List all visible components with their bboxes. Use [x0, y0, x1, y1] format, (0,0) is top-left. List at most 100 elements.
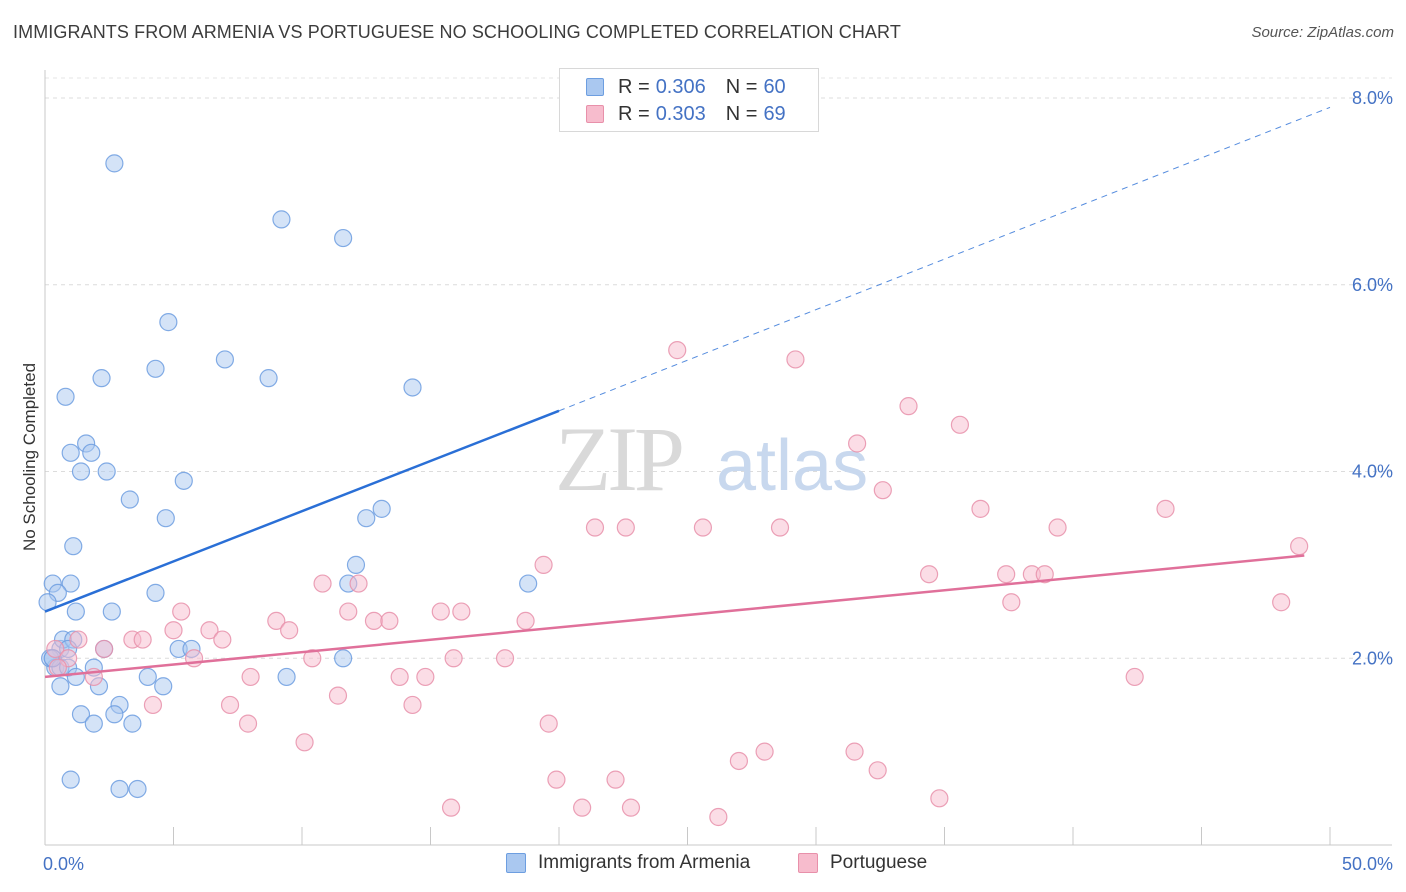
point-armenia — [123, 714, 142, 733]
y-tick-label: 4.0% — [1352, 462, 1393, 482]
point-portuguese — [668, 341, 687, 360]
point-armenia — [334, 228, 353, 248]
point-portuguese — [1272, 593, 1291, 612]
point-portuguese — [1002, 593, 1021, 612]
point-portuguese — [46, 639, 65, 659]
point-portuguese — [1290, 537, 1309, 556]
series-portuguese — [46, 341, 1309, 827]
point-armenia — [120, 490, 139, 509]
legend-swatch-armenia — [506, 853, 526, 873]
legend-r-value: 0.303 — [655, 102, 706, 125]
point-portuguese — [950, 415, 970, 434]
legend-item-portuguese: Portuguese — [798, 852, 927, 874]
point-armenia — [215, 350, 234, 369]
point-portuguese — [873, 481, 892, 500]
point-armenia — [66, 602, 85, 621]
point-portuguese — [164, 621, 183, 640]
legend-n-value: 69 — [763, 102, 786, 125]
point-portuguese — [200, 621, 219, 640]
point-armenia — [71, 462, 91, 481]
point-armenia — [259, 369, 278, 388]
legend-r-label: R = — [618, 102, 650, 125]
point-portuguese — [133, 630, 152, 649]
legend-item-armenia: Immigrants from Armenia — [506, 852, 750, 874]
y-tick-label: 8.0% — [1352, 88, 1393, 108]
point-portuguese — [339, 602, 358, 621]
point-armenia — [519, 574, 538, 593]
point-portuguese — [729, 751, 749, 771]
watermark-zip: ZIP — [555, 408, 682, 510]
point-portuguese — [585, 518, 605, 537]
point-armenia — [146, 583, 165, 602]
axes — [44, 70, 1392, 846]
point-armenia — [66, 667, 85, 687]
series-armenia — [38, 154, 538, 799]
legend-swatch-armenia — [586, 78, 604, 96]
point-portuguese — [328, 686, 348, 705]
legend-n-label: N = — [725, 75, 758, 98]
point-portuguese — [416, 667, 435, 687]
point-portuguese — [770, 518, 790, 537]
point-armenia — [61, 574, 80, 593]
point-portuguese — [786, 350, 805, 369]
point-portuguese — [452, 602, 471, 621]
point-portuguese — [95, 639, 114, 659]
point-armenia — [56, 387, 75, 406]
point-portuguese — [313, 574, 332, 593]
point-portuguese — [143, 695, 163, 715]
point-portuguese — [48, 658, 67, 677]
legend-row-armenia: R = 0.306 N = 60 — [586, 75, 786, 99]
watermark-atlas: atlas — [716, 426, 868, 506]
point-portuguese — [295, 733, 314, 752]
point-armenia — [64, 537, 83, 556]
point-armenia — [403, 378, 422, 397]
point-portuguese — [539, 714, 558, 733]
legend-r-value: 0.306 — [655, 75, 706, 98]
point-armenia — [372, 499, 391, 518]
point-armenia — [174, 471, 193, 490]
point-armenia — [357, 509, 376, 528]
point-armenia — [346, 555, 366, 574]
point-portuguese — [267, 611, 286, 631]
point-armenia — [61, 770, 80, 789]
point-armenia — [128, 779, 147, 799]
point-portuguese — [755, 742, 774, 761]
point-armenia — [277, 667, 296, 687]
point-portuguese — [349, 574, 368, 593]
point-armenia — [105, 154, 124, 173]
point-portuguese — [971, 499, 990, 518]
point-portuguese — [919, 565, 939, 584]
point-portuguese — [172, 602, 191, 621]
point-portuguese — [1156, 499, 1175, 518]
y-tick-label: 2.0% — [1352, 648, 1393, 668]
trend-line-armenia — [44, 409, 560, 613]
x-tick-label-min: 0.0% — [43, 854, 84, 874]
point-portuguese — [573, 798, 592, 817]
point-portuguese — [848, 434, 867, 453]
tick-labels: 2.0% 4.0% 6.0% 8.0% 0.0% 50.0% — [43, 88, 1393, 874]
point-armenia — [138, 667, 157, 687]
point-armenia — [159, 313, 178, 332]
legend-swatch-portuguese — [586, 105, 604, 123]
point-armenia — [105, 705, 124, 724]
point-portuguese — [1048, 518, 1067, 537]
point-armenia — [156, 509, 175, 528]
legend-label-portuguese: Portuguese — [830, 852, 928, 873]
point-armenia — [92, 369, 111, 388]
point-portuguese — [241, 667, 260, 687]
legend-n-value: 60 — [763, 75, 786, 98]
legend-label-armenia: Immigrants from Armenia — [538, 852, 751, 873]
point-armenia — [154, 677, 173, 696]
point-portuguese — [845, 742, 864, 761]
point-portuguese — [238, 714, 258, 733]
trend-line-armenia-extension — [558, 106, 1331, 412]
legend-row-portuguese: R = 0.303 N = 69 — [586, 102, 786, 126]
point-portuguese — [495, 649, 515, 668]
point-portuguese — [868, 761, 887, 780]
source-credit: Source: ZipAtlas.com — [1251, 24, 1394, 41]
point-portuguese — [621, 798, 641, 817]
point-portuguese — [534, 555, 553, 574]
x-tick-label-max: 50.0% — [1342, 854, 1393, 874]
point-portuguese — [213, 630, 232, 649]
